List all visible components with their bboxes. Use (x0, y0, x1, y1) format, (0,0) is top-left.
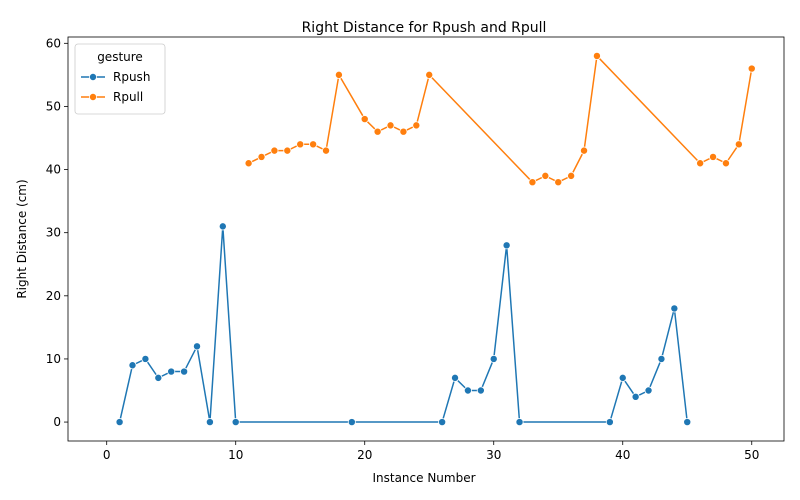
legend-swatch-marker (89, 93, 98, 102)
data-point (502, 241, 511, 250)
data-point (141, 354, 150, 363)
data-point (670, 304, 679, 313)
legend: gesture Rpush Rpull (74, 43, 166, 115)
data-point (580, 146, 589, 155)
data-point (231, 418, 240, 427)
data-point (489, 354, 498, 363)
data-point (463, 386, 472, 395)
x-tick-label: 50 (744, 448, 759, 462)
data-point (631, 392, 640, 401)
data-point (399, 127, 408, 136)
data-point (386, 121, 395, 130)
y-tick-label: 20 (46, 289, 61, 303)
plot-frame (67, 36, 785, 442)
y-axis: 0 10 20 30 40 50 60 (46, 36, 68, 429)
data-point (554, 178, 563, 187)
data-point (605, 418, 614, 427)
x-tick-label: 20 (357, 448, 372, 462)
x-tick-label: 30 (486, 448, 501, 462)
x-tick-label: 40 (615, 448, 630, 462)
y-axis-title: Right Distance (cm) (15, 179, 29, 298)
data-point (334, 70, 343, 79)
data-point (115, 418, 124, 427)
data-point (683, 418, 692, 427)
data-point (205, 418, 214, 427)
data-point (451, 373, 460, 382)
data-point (747, 64, 756, 73)
data-point (734, 140, 743, 149)
y-tick-label: 30 (46, 226, 61, 240)
data-point (438, 418, 447, 427)
data-point (154, 373, 163, 382)
data-point (193, 342, 202, 351)
data-point (347, 418, 356, 427)
data-point (373, 127, 382, 136)
legend-title: gesture (97, 50, 143, 64)
data-point (309, 140, 318, 149)
series-line (248, 55, 753, 183)
y-tick-label: 10 (46, 352, 61, 366)
y-tick-label: 40 (46, 163, 61, 177)
series-line (118, 225, 688, 423)
data-point (296, 140, 305, 149)
series-rpush (115, 222, 692, 427)
data-point (180, 367, 189, 376)
data-point (515, 418, 524, 427)
data-point (644, 386, 653, 395)
data-point (476, 386, 485, 395)
y-tick-label: 50 (46, 99, 61, 113)
data-point (283, 146, 292, 155)
x-tick-label: 10 (228, 448, 243, 462)
data-point (696, 159, 705, 168)
data-point (528, 178, 537, 187)
plot-area (115, 51, 756, 427)
x-tick-label: 0 (103, 448, 111, 462)
x-axis: 0 10 20 30 40 50 (103, 441, 759, 462)
data-point (270, 146, 279, 155)
data-point (167, 367, 176, 376)
legend-entry-label: Rpull (113, 90, 143, 104)
data-point (618, 373, 627, 382)
data-point (257, 152, 266, 161)
data-point (541, 171, 550, 180)
y-tick-label: 0 (53, 415, 61, 429)
data-point (425, 70, 434, 79)
legend-swatch-marker (89, 73, 98, 82)
data-point (412, 121, 421, 130)
legend-entry-label: Rpush (113, 70, 150, 84)
data-point (709, 152, 718, 161)
data-point (244, 159, 253, 168)
y-tick-label: 60 (46, 36, 61, 50)
data-point (360, 115, 369, 124)
data-point (721, 159, 730, 168)
data-point (657, 354, 666, 363)
data-point (592, 51, 601, 60)
x-axis-title: Instance Number (372, 471, 475, 485)
data-point (128, 361, 137, 370)
chart-title: Right Distance for Rpush and Rpull (302, 20, 547, 36)
series-rpull (244, 51, 756, 187)
data-point (322, 146, 331, 155)
data-point (567, 171, 576, 180)
data-point (218, 222, 227, 231)
